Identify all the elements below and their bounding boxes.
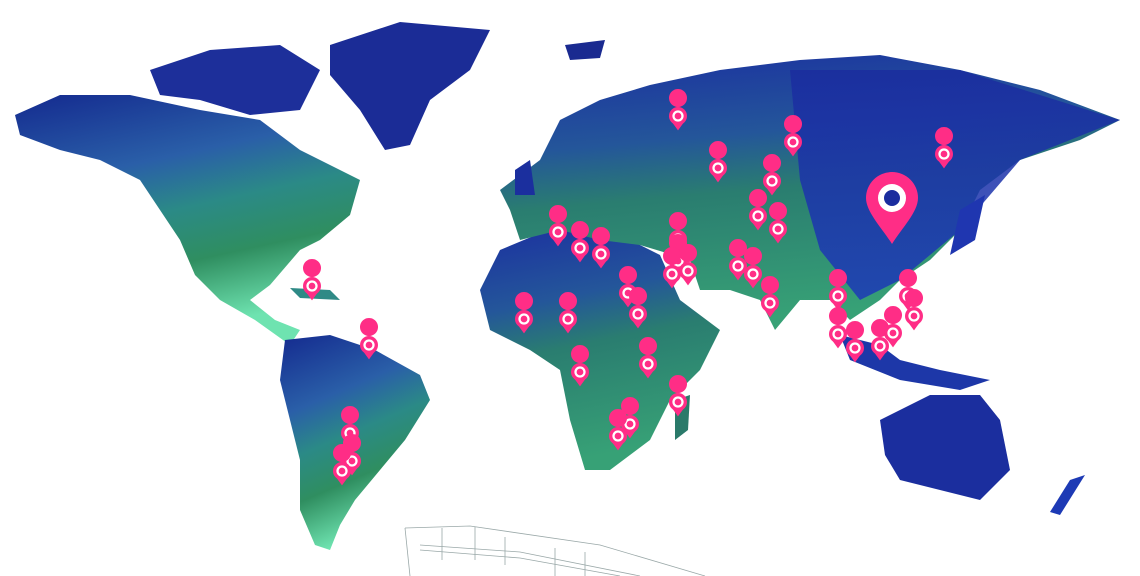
wireframe-structure xyxy=(404,525,706,576)
east-asia xyxy=(790,70,1120,300)
map-pin-icon[interactable] xyxy=(629,287,648,329)
map-pin-icon[interactable] xyxy=(663,247,682,289)
map-pin-icon[interactable] xyxy=(515,292,534,334)
map-pin-icon[interactable] xyxy=(829,307,848,349)
map-pin-icon[interactable] xyxy=(729,239,748,281)
map-pin-icon[interactable] xyxy=(744,247,763,289)
map-pin-icon[interactable] xyxy=(639,337,658,379)
map-pin-icon[interactable] xyxy=(592,227,611,269)
map-pin-icon[interactable] xyxy=(846,321,865,363)
map-pin-icon[interactable] xyxy=(871,319,890,361)
map-pin-icon[interactable] xyxy=(935,127,954,169)
map-pin-icon[interactable] xyxy=(749,189,768,231)
map-pin-icon[interactable] xyxy=(609,409,628,451)
japan xyxy=(950,195,985,255)
africa xyxy=(480,225,720,470)
map-pin-icon[interactable] xyxy=(763,154,782,196)
north-america xyxy=(15,95,360,345)
british-isles xyxy=(515,160,535,195)
new-zealand xyxy=(1050,475,1085,515)
australia xyxy=(880,395,1010,500)
map-pin-icon[interactable] xyxy=(905,289,924,331)
map-pin-icon[interactable] xyxy=(669,375,688,417)
map-pin-icon[interactable] xyxy=(571,345,590,387)
map-pin-icon[interactable] xyxy=(829,269,848,311)
map-pin-icon[interactable] xyxy=(360,318,379,360)
iceland xyxy=(565,40,605,60)
greenland xyxy=(330,22,490,150)
map-pin-icon[interactable] xyxy=(669,89,688,131)
map-pin-icon[interactable] xyxy=(709,141,728,183)
map-pin-icon[interactable] xyxy=(784,115,803,157)
map-pin-icon[interactable] xyxy=(679,244,698,286)
map-pin-icon[interactable] xyxy=(559,292,578,334)
map-pin-icon[interactable] xyxy=(769,202,788,244)
arctic-islands xyxy=(150,45,320,115)
map-pin-icon[interactable] xyxy=(571,221,590,263)
large-map-pin-icon[interactable] xyxy=(866,172,918,244)
map-pin-icon[interactable] xyxy=(303,259,322,301)
map-pin-icon[interactable] xyxy=(884,306,903,348)
map-pin-icon[interactable] xyxy=(761,276,780,318)
map-pin-icon[interactable] xyxy=(549,205,568,247)
pins-layer xyxy=(303,89,954,486)
map-pin-icon[interactable] xyxy=(333,444,352,486)
